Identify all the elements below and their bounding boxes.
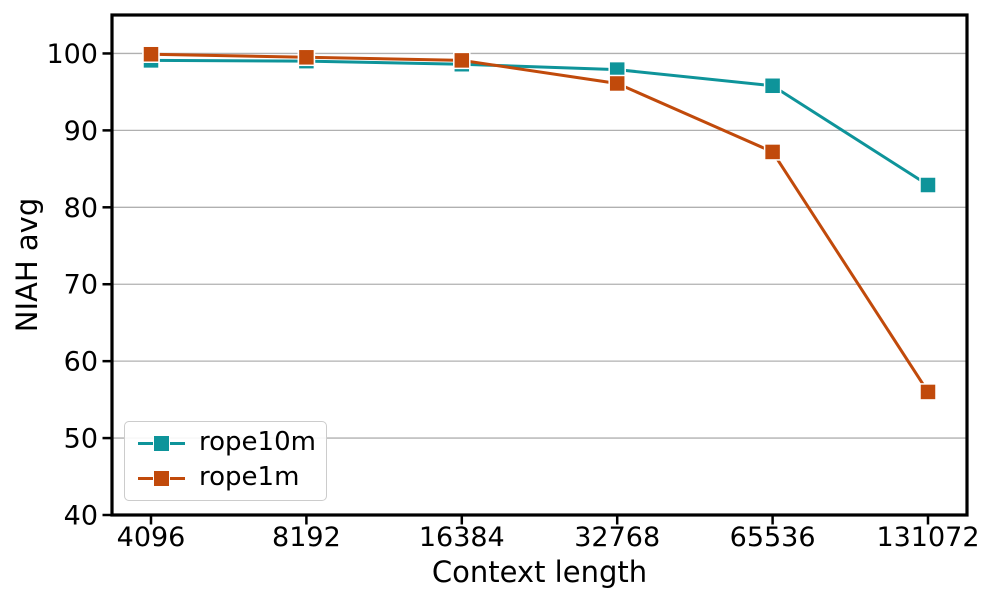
x-tick-label: 8192 — [272, 522, 341, 553]
data-point-marker-rope1m — [919, 383, 937, 401]
legend-entry-rope1m: rope1m — [138, 464, 326, 493]
data-point-marker-rope1m — [142, 45, 160, 63]
data-point-marker-rope1m — [453, 51, 471, 70]
y-tick-label: 50 — [64, 424, 98, 455]
data-point-marker-rope1m — [763, 143, 782, 161]
x-tick-label: 32768 — [574, 522, 660, 553]
y-tick-label: 70 — [64, 270, 98, 301]
y-tick-label: 80 — [64, 193, 98, 224]
legend-entry-rope10m: rope10m — [138, 429, 326, 458]
square-marker-icon — [153, 470, 170, 487]
series-line-rope1m — [150, 52, 930, 393]
square-marker-icon — [153, 435, 170, 452]
legend-line-sample — [138, 433, 185, 455]
data-point-marker-rope1m — [297, 48, 316, 67]
data-point-marker-rope10m — [919, 176, 937, 194]
y-tick-label: 60 — [64, 347, 98, 378]
y-tick-label: 40 — [64, 501, 98, 532]
y-tick-label: 100 — [46, 39, 98, 70]
legend: rope10m rope1m — [124, 421, 327, 501]
legend-line-sample — [138, 468, 185, 490]
y-axis-label: NIAH avg — [10, 197, 44, 333]
series-line-rope10m — [150, 58, 929, 187]
x-axis-label: Context length — [431, 555, 648, 589]
data-point-marker-rope1m — [608, 74, 626, 93]
x-tick-label: 16384 — [419, 522, 505, 553]
x-tick-label: 65536 — [730, 522, 816, 553]
legend-label: rope10m — [199, 427, 316, 457]
plot-border — [110, 13, 969, 517]
legend-label: rope1m — [199, 462, 300, 492]
x-tick-label: 4096 — [117, 522, 186, 553]
data-point-marker-rope10m — [763, 77, 782, 95]
y-tick-label: 90 — [64, 116, 98, 147]
x-tick-label: 131072 — [876, 522, 979, 553]
